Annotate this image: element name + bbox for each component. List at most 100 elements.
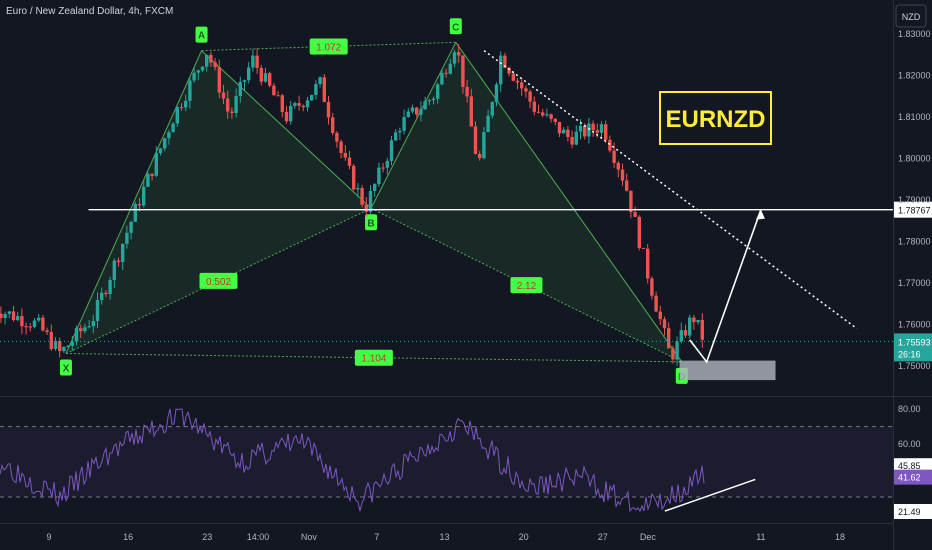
candle-body [448, 63, 452, 74]
candle-body [58, 341, 62, 352]
candle-body [53, 341, 58, 349]
projection-arrow[interactable] [689, 209, 762, 364]
candle-body [385, 160, 389, 168]
candle-body [503, 55, 507, 68]
candle-body [646, 248, 650, 279]
candle-body [272, 85, 276, 96]
candle-body [394, 132, 398, 141]
candle-body [490, 102, 494, 116]
candle-body [150, 173, 154, 176]
candle-body [549, 114, 553, 119]
pattern-leg-XA[interactable] [65, 50, 203, 354]
candlesticks [0, 44, 704, 366]
candle-body [356, 188, 360, 190]
price-tick-label: 1.77000 [898, 278, 931, 288]
candle-body [146, 173, 150, 187]
rsi-value-badge [894, 504, 932, 519]
candle-body [125, 232, 129, 244]
candle-body [259, 67, 263, 82]
candle-body [692, 317, 696, 323]
time-tick-label: 11 [756, 532, 765, 542]
rsi-tick-label: 80.00 [898, 404, 921, 414]
rsi-value-label: 21.49 [898, 507, 921, 517]
point-badge[interactable] [449, 18, 462, 35]
symbol-box[interactable] [659, 91, 772, 145]
currency-button[interactable] [895, 4, 927, 28]
candle-body [566, 129, 570, 138]
last-price-badge[interactable] [894, 333, 932, 362]
reversal-zone-box[interactable] [679, 360, 776, 381]
rsi-indicator: 45.85 41.62 21.49 [0, 408, 932, 519]
candle-body [637, 216, 641, 248]
candle-body [583, 125, 587, 137]
candle-body [541, 112, 545, 116]
candle-body [536, 111, 541, 113]
ratio-badge[interactable] [309, 38, 348, 55]
candle-body [578, 125, 583, 132]
candle-body [66, 345, 70, 348]
candle-body [213, 62, 217, 68]
candle-body [238, 81, 242, 97]
ratio-badge[interactable] [510, 277, 543, 294]
price-tick-label: 1.75000 [898, 361, 931, 371]
point-badge[interactable] [59, 359, 72, 376]
pattern-ratio-line-XD[interactable] [65, 353, 682, 363]
rsi-value-label: 41.62 [898, 473, 921, 483]
rsi-divergence-line[interactable] [664, 478, 756, 512]
candle-body [79, 328, 83, 332]
candle-body [230, 111, 234, 114]
pattern-leg-AB[interactable] [201, 50, 372, 209]
candle-body [679, 330, 683, 342]
time-tick-label: Dec [640, 532, 657, 542]
time-tick-label: 16 [123, 532, 133, 542]
candle-body [121, 243, 125, 262]
candle-body [532, 101, 536, 112]
pattern-fill-bcd [371, 42, 682, 362]
time-tick-label: 7 [374, 532, 379, 542]
candle-body [599, 124, 604, 133]
candle-body [41, 317, 45, 331]
candle-body [499, 55, 503, 85]
candle-body [293, 103, 297, 106]
time-tick-label: Nov [301, 532, 318, 542]
point-badge-label: B [367, 218, 374, 229]
candle-body [104, 292, 108, 295]
candle-body [511, 73, 515, 81]
candle-body [234, 96, 238, 114]
candle-body [200, 66, 205, 71]
candle-body [276, 95, 280, 97]
candle-body [625, 180, 629, 191]
candle-body [427, 100, 431, 102]
candle-body [700, 319, 704, 340]
candle-body [217, 67, 221, 93]
candle-body [242, 80, 247, 82]
pattern-leg-CD[interactable] [455, 42, 683, 363]
candle-body [158, 148, 163, 154]
candle-body [486, 115, 490, 133]
level-price-badge[interactable] [894, 201, 932, 218]
ratio-badge-label: 0.502 [206, 277, 231, 288]
drawings[interactable]: 1.78767 1.75593 26:16 [0, 49, 932, 381]
candle-body [45, 330, 49, 333]
candle-body [595, 130, 599, 133]
rsi-line [0, 408, 705, 513]
price-tick-label: 1.83000 [898, 29, 931, 39]
candle-body [247, 67, 251, 81]
candle-body [473, 126, 478, 154]
candle-body [251, 55, 255, 68]
last-price-label: 1.75593 [898, 337, 931, 347]
candle-body [654, 295, 658, 312]
candle-body [696, 319, 700, 323]
symbol-box-label: EURNZD [666, 106, 766, 133]
point-badge[interactable] [195, 26, 208, 43]
candle-body [494, 84, 499, 103]
ratio-badge[interactable] [354, 349, 393, 366]
time-tick-label: 14:00 [247, 532, 270, 542]
candle-body [95, 299, 100, 322]
point-badge[interactable] [365, 214, 378, 231]
ratio-badge[interactable] [199, 272, 238, 289]
time-tick-label: 13 [439, 532, 449, 542]
axes: 1.83000 1.82000 1.81000 1.80000 1.79000 1.780… [46, 29, 930, 542]
pattern-fill-xab [65, 50, 372, 354]
